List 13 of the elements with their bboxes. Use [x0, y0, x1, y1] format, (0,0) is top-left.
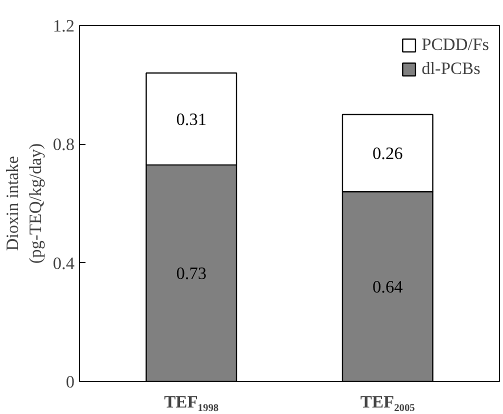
y-tick-label: 0.8: [52, 135, 75, 154]
data-label: 0.31: [176, 110, 207, 129]
x-tick-label: TEF₂₀₀₅: [360, 392, 415, 412]
data-label: 0.64: [372, 278, 404, 297]
y-axis-title: Dioxin intake (pg-TEQ/kg/day): [3, 143, 45, 264]
y-tick-label: 0: [66, 372, 75, 392]
data-label: 0.26: [372, 144, 404, 164]
data-label: 0.73: [176, 264, 207, 284]
legend-label: dl-PCBs: [422, 59, 480, 79]
legend-label: PCDD/Fs: [422, 35, 489, 55]
y-tick-label: 0.4: [52, 254, 75, 273]
x-tick-label: TEF₁₉₉₈: [164, 392, 219, 412]
y-tick-label: 1.2: [52, 16, 75, 36]
